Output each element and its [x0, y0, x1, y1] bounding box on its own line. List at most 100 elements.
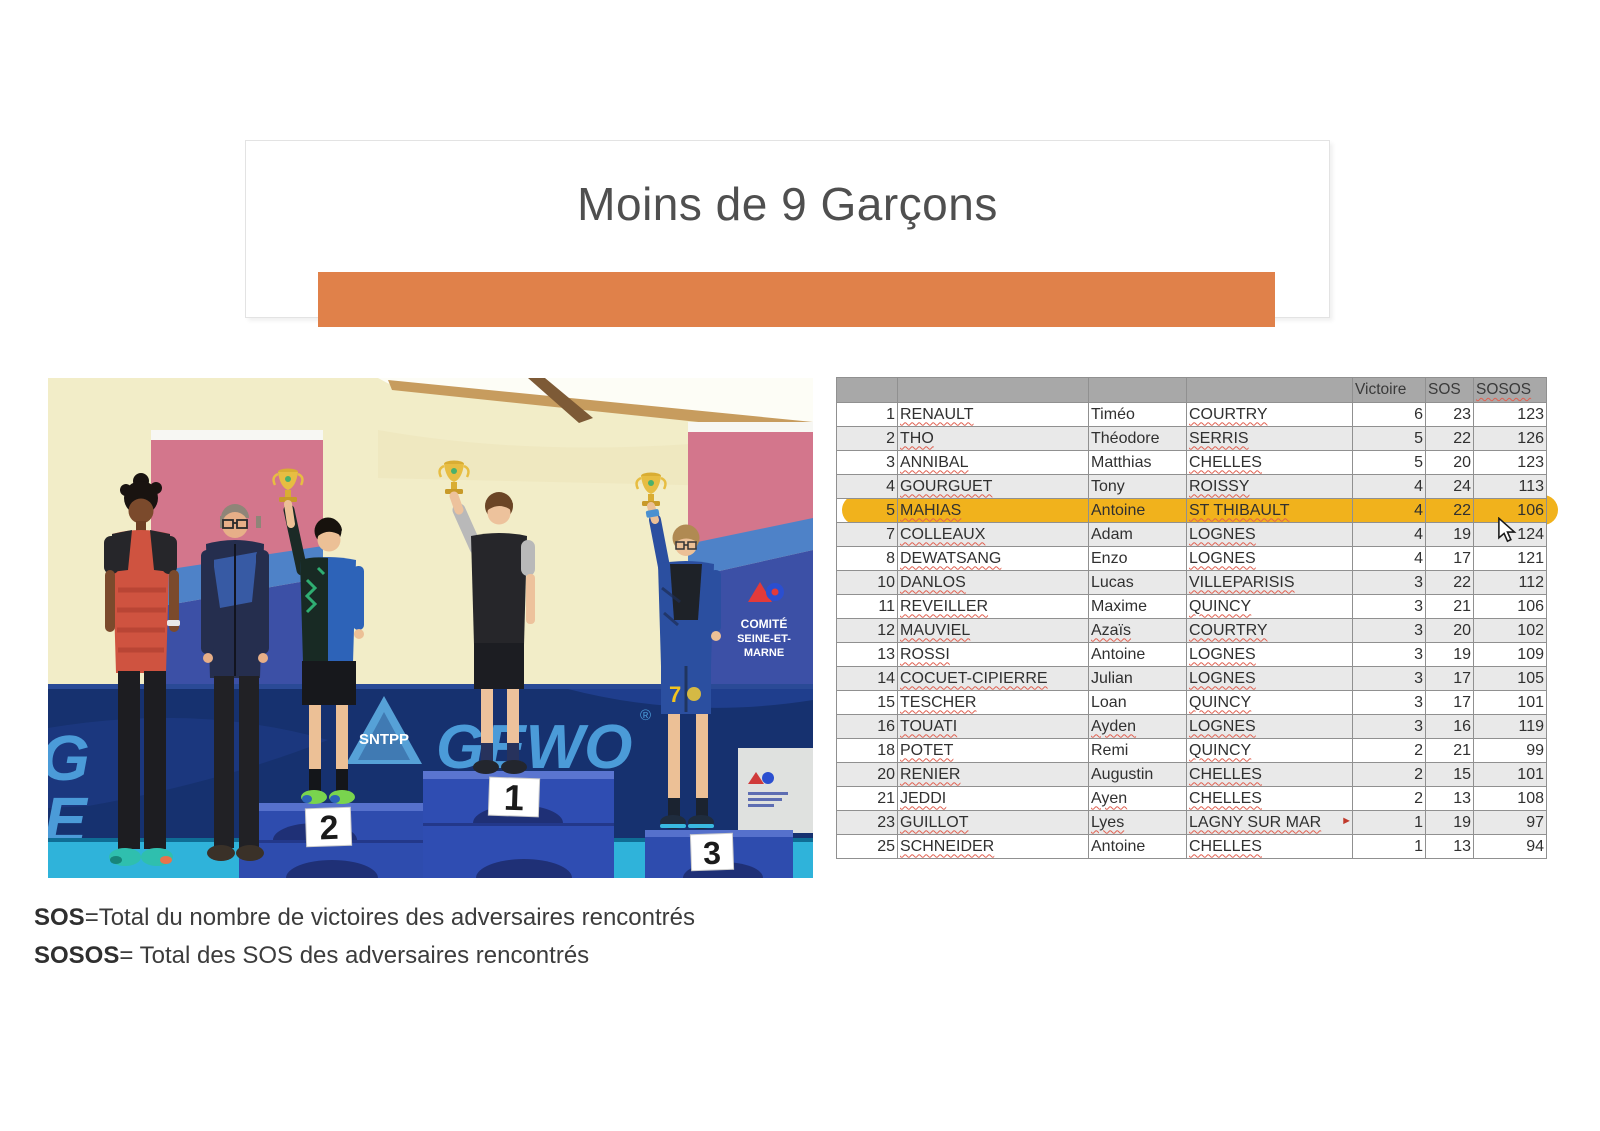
cell-club[interactable]: LOGNES	[1186, 666, 1353, 691]
cell-sosos[interactable]: 101	[1473, 690, 1547, 715]
cell-club[interactable]: SERRIS	[1186, 426, 1353, 451]
cell-rank[interactable]: 11	[836, 594, 898, 619]
cell-sos[interactable]: 17	[1425, 546, 1474, 571]
cell-sosos[interactable]: 101	[1473, 762, 1547, 787]
cell-firstname[interactable]: Matthias	[1088, 450, 1187, 475]
cell-sosos[interactable]: 123	[1473, 450, 1547, 475]
cell-sosos[interactable]: 113	[1473, 474, 1547, 499]
cell-rank[interactable]: 3	[836, 450, 898, 475]
cell-club[interactable]: COURTRY	[1186, 618, 1353, 643]
cell-firstname[interactable]: Timéo	[1088, 402, 1187, 427]
cell-club[interactable]: LOGNES	[1186, 714, 1353, 739]
cell-lastname[interactable]: COLLEAUX	[897, 522, 1089, 547]
cell-sos[interactable]: 13	[1425, 786, 1474, 811]
cell-rank[interactable]: 1	[836, 402, 898, 427]
cell-sosos[interactable]: 97	[1473, 810, 1547, 835]
cell-rank[interactable]: 20	[836, 762, 898, 787]
cell-lastname[interactable]: MAUVIEL	[897, 618, 1089, 643]
cell-lastname[interactable]: RENAULT	[897, 402, 1089, 427]
cell-rank[interactable]: 14	[836, 666, 898, 691]
cell-victoire[interactable]: 3	[1352, 642, 1426, 667]
cell-lastname[interactable]: RENIER	[897, 762, 1089, 787]
cell-victoire[interactable]: 4	[1352, 522, 1426, 547]
cell-victoire[interactable]: 4	[1352, 498, 1426, 523]
cell-firstname[interactable]: Tony	[1088, 474, 1187, 499]
cell-sosos[interactable]: 105	[1473, 666, 1547, 691]
cell-firstname[interactable]: Julian	[1088, 666, 1187, 691]
cell-sosos[interactable]: 94	[1473, 834, 1547, 859]
cell-rank[interactable]: 23	[836, 810, 898, 835]
cell-firstname[interactable]: Remi	[1088, 738, 1187, 763]
cell-sos[interactable]: 19	[1425, 642, 1474, 667]
cell-club[interactable]: LAGNY SUR MAR ►	[1186, 810, 1353, 835]
cell-victoire[interactable]: 4	[1352, 546, 1426, 571]
cell-sos[interactable]: 17	[1425, 666, 1474, 691]
cell-rank[interactable]: 8	[836, 546, 898, 571]
cell-sosos[interactable]: 126	[1473, 426, 1547, 451]
cell-lastname[interactable]: COCUET-CIPIERRE	[897, 666, 1089, 691]
cell-sos[interactable]: 24	[1425, 474, 1474, 499]
cell-firstname[interactable]: Enzo	[1088, 546, 1187, 571]
cell-sos[interactable]: 19	[1425, 810, 1474, 835]
cell-club[interactable]: QUINCY	[1186, 738, 1353, 763]
header-sos[interactable]: SOS	[1425, 377, 1474, 403]
cell-sos[interactable]: 22	[1425, 570, 1474, 595]
cell-club[interactable]: QUINCY	[1186, 594, 1353, 619]
cell-sos[interactable]: 22	[1425, 426, 1474, 451]
cell-club[interactable]: VILLEPARISIS	[1186, 570, 1353, 595]
cell-club[interactable]: LOGNES	[1186, 642, 1353, 667]
cell-sosos[interactable]: 121	[1473, 546, 1547, 571]
cell-sosos[interactable]: 123	[1473, 402, 1547, 427]
cell-sosos[interactable]: 119	[1473, 714, 1547, 739]
cell-victoire[interactable]: 1	[1352, 810, 1426, 835]
cell-victoire[interactable]: 3	[1352, 666, 1426, 691]
cell-victoire[interactable]: 2	[1352, 738, 1426, 763]
cell-rank[interactable]: 18	[836, 738, 898, 763]
cell-lastname[interactable]: THO	[897, 426, 1089, 451]
cell-club[interactable]: LOGNES	[1186, 546, 1353, 571]
cell-sosos[interactable]: 106	[1473, 594, 1547, 619]
cell-club[interactable]: CHELLES	[1186, 450, 1353, 475]
cell-lastname[interactable]: DEWATSANG	[897, 546, 1089, 571]
cell-sos[interactable]: 20	[1425, 450, 1474, 475]
cell-victoire[interactable]: 3	[1352, 618, 1426, 643]
cell-rank[interactable]: 15	[836, 690, 898, 715]
cell-sos[interactable]: 15	[1425, 762, 1474, 787]
header-victoire[interactable]: Victoire	[1352, 377, 1426, 403]
cell-firstname[interactable]: Ayen	[1088, 786, 1187, 811]
cell-sos[interactable]: 19	[1425, 522, 1474, 547]
cell-victoire[interactable]: 3	[1352, 714, 1426, 739]
cell-lastname[interactable]: TESCHER	[897, 690, 1089, 715]
cell-rank[interactable]: 21	[836, 786, 898, 811]
cell-rank[interactable]: 16	[836, 714, 898, 739]
cell-firstname[interactable]: Théodore	[1088, 426, 1187, 451]
cell-lastname[interactable]: JEDDI	[897, 786, 1089, 811]
cell-firstname[interactable]: Antoine	[1088, 642, 1187, 667]
cell-sos[interactable]: 22	[1425, 498, 1474, 523]
cell-rank[interactable]: 13	[836, 642, 898, 667]
cell-rank[interactable]: 7	[836, 522, 898, 547]
cell-firstname[interactable]: Loan	[1088, 690, 1187, 715]
cell-lastname[interactable]: TOUATI	[897, 714, 1089, 739]
cell-victoire[interactable]: 1	[1352, 834, 1426, 859]
cell-firstname[interactable]: Antoine	[1088, 834, 1187, 859]
cell-lastname[interactable]: DANLOS	[897, 570, 1089, 595]
cell-victoire[interactable]: 5	[1352, 426, 1426, 451]
cell-sosos[interactable]: 108	[1473, 786, 1547, 811]
cell-sos[interactable]: 23	[1425, 402, 1474, 427]
cell-sosos[interactable]: 102	[1473, 618, 1547, 643]
cell-sos[interactable]: 21	[1425, 738, 1474, 763]
cell-sos[interactable]: 17	[1425, 690, 1474, 715]
cell-firstname[interactable]: Lyes	[1088, 810, 1187, 835]
header-rank[interactable]	[836, 377, 898, 403]
cell-club[interactable]: QUINCY	[1186, 690, 1353, 715]
cell-lastname[interactable]: GUILLOT	[897, 810, 1089, 835]
cell-firstname[interactable]: Lucas	[1088, 570, 1187, 595]
cell-victoire[interactable]: 2	[1352, 786, 1426, 811]
cell-club[interactable]: CHELLES	[1186, 762, 1353, 787]
cell-club[interactable]: LOGNES	[1186, 522, 1353, 547]
cell-sos[interactable]: 13	[1425, 834, 1474, 859]
cell-sos[interactable]: 16	[1425, 714, 1474, 739]
cell-lastname[interactable]: SCHNEIDER	[897, 834, 1089, 859]
cell-lastname[interactable]: REVEILLER	[897, 594, 1089, 619]
